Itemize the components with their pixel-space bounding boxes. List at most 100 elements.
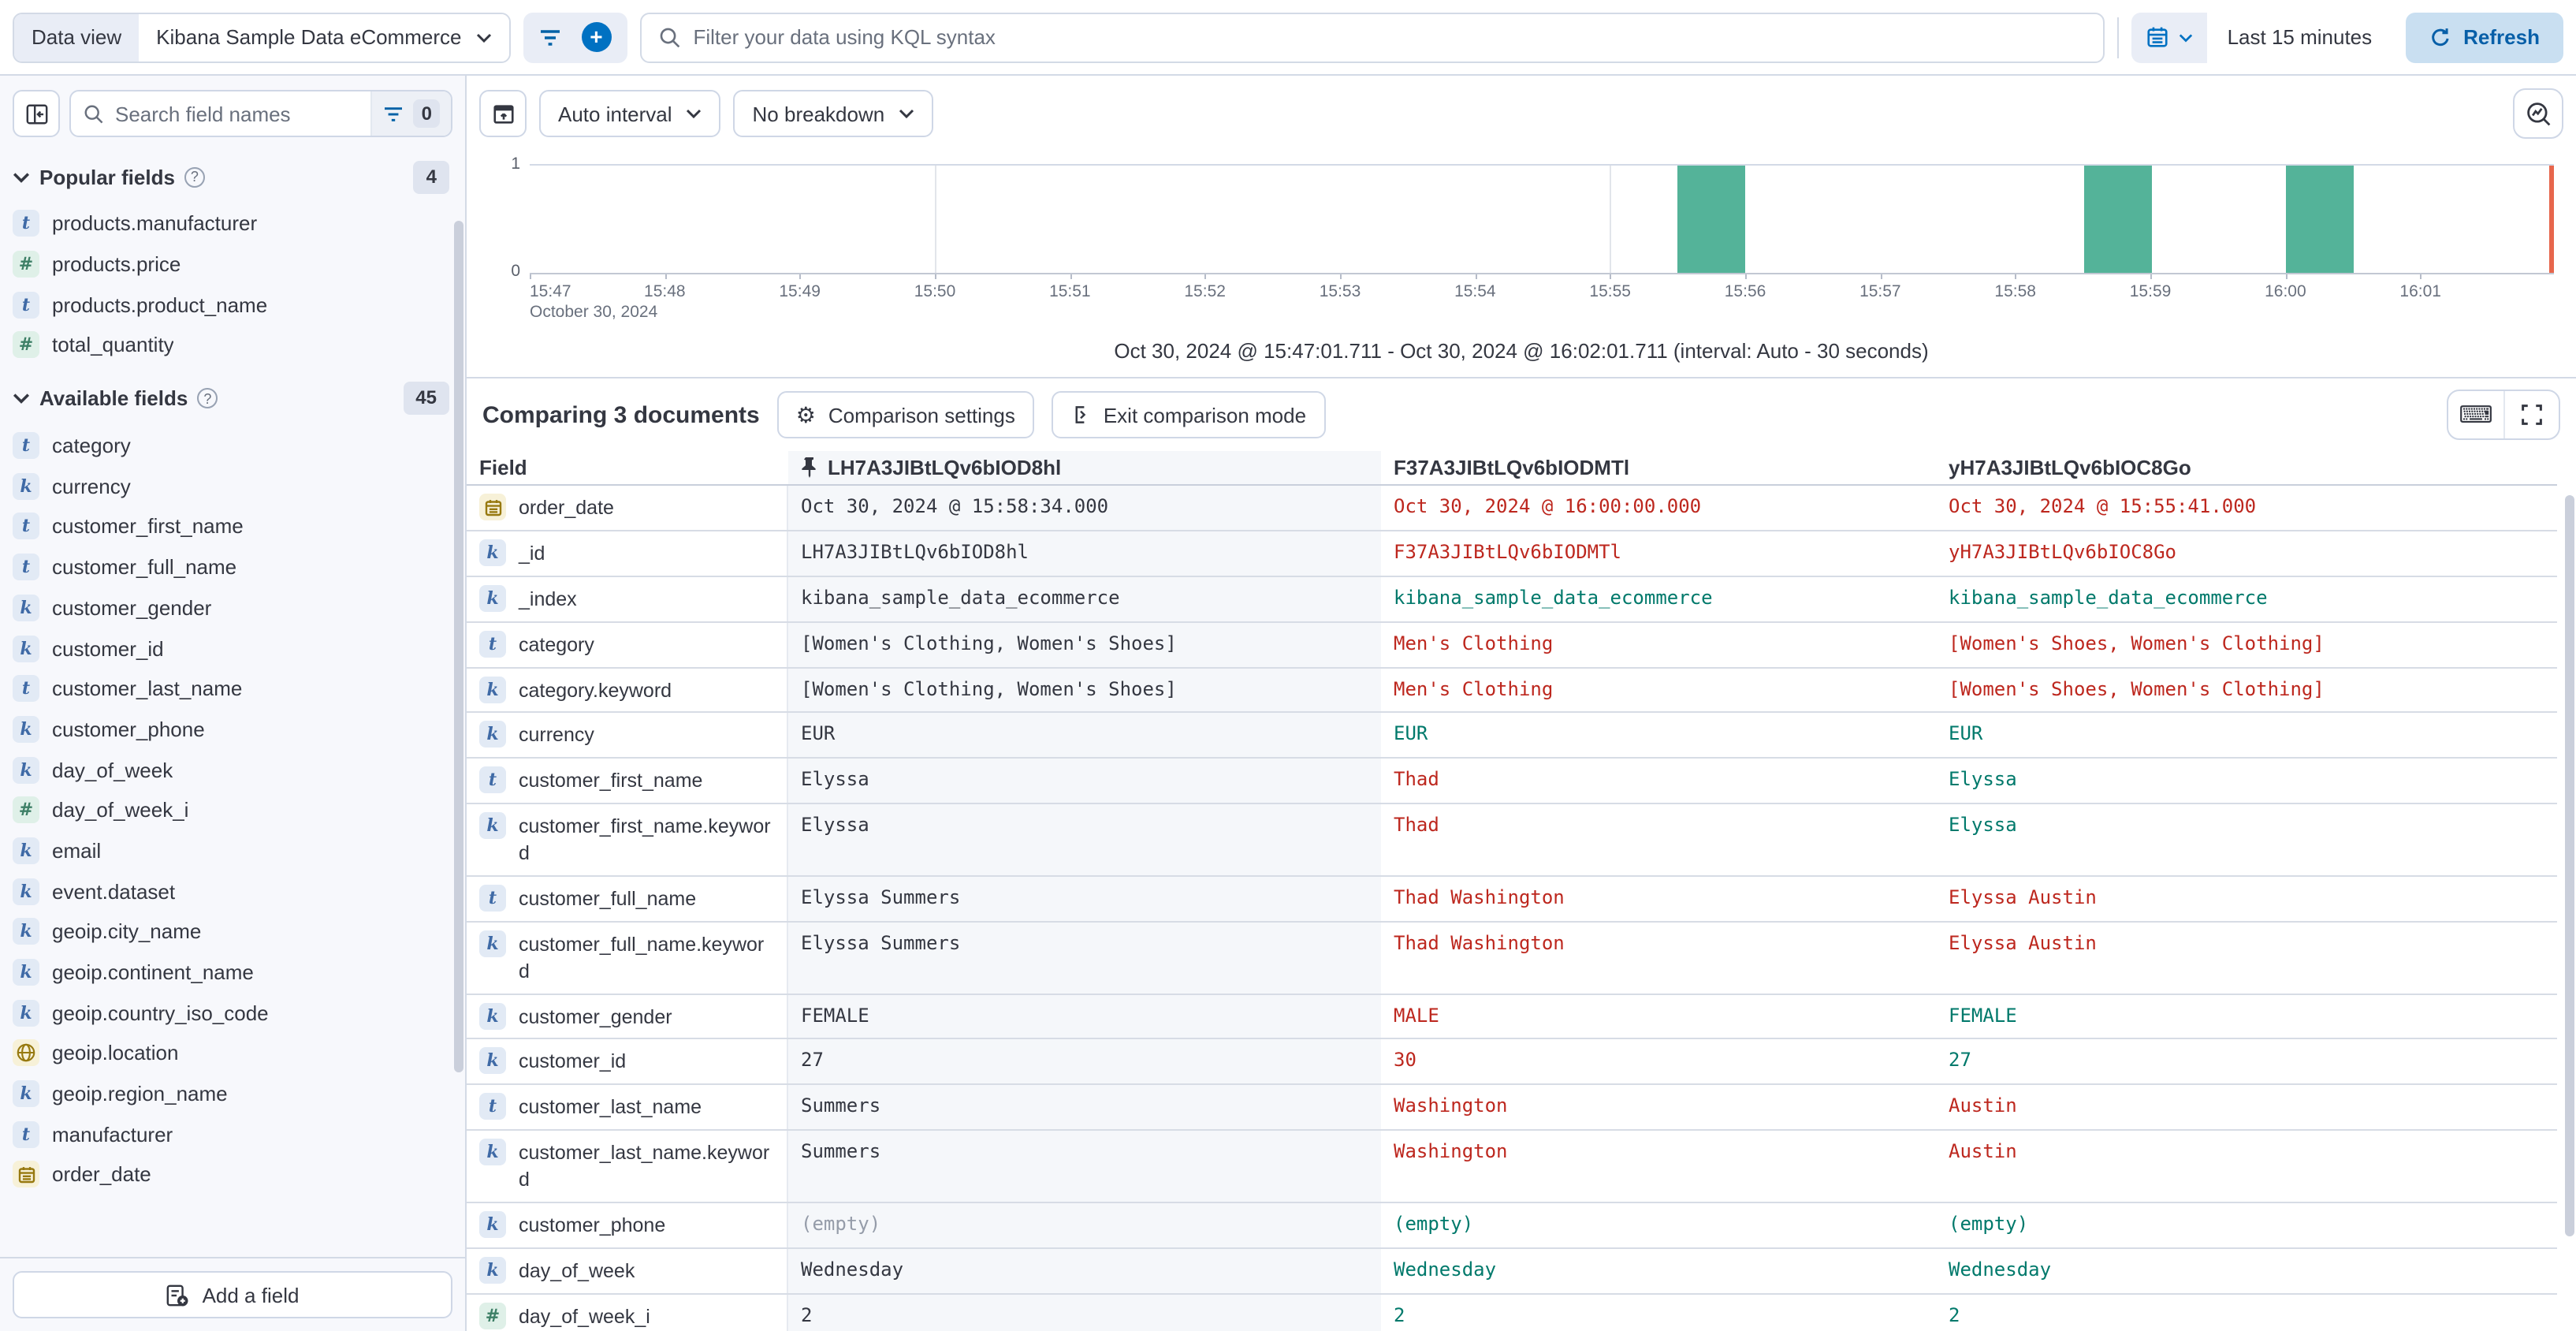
field-item-products.manufacturer[interactable]: t products.manufacturer: [13, 203, 449, 244]
value-cell-base[interactable]: FEMALE: [788, 994, 1381, 1038]
value-cell[interactable]: Thad: [1394, 814, 1439, 837]
value-cell[interactable]: (empty): [1949, 1212, 2029, 1235]
value-cell[interactable]: Men's Clothing: [1394, 677, 1554, 699]
comparison-settings-button[interactable]: ⚙ Comparison settings: [776, 391, 1034, 438]
value-cell[interactable]: Oct 30, 2024 @ 15:55:41.000: [1949, 495, 2257, 517]
value-cell-base[interactable]: Elyssa Summers: [788, 922, 1381, 993]
value-cell[interactable]: Washington: [1394, 1140, 1508, 1163]
field-item-customer_id[interactable]: k customer_id: [13, 628, 449, 668]
value-cell-base[interactable]: Summers: [788, 1085, 1381, 1130]
available-fields-header[interactable]: Available fields ? 45: [13, 380, 449, 418]
field-item-products.product_name[interactable]: t products.product_name: [13, 285, 449, 325]
value-cell-base[interactable]: (empty): [788, 1202, 1381, 1247]
value-cell[interactable]: F37A3JIBtLQv6bIODMTl: [1394, 540, 1621, 563]
value-cell-base[interactable]: Wednesday: [788, 1248, 1381, 1293]
field-item-geoip.country_iso_code[interactable]: k geoip.country_iso_code: [13, 993, 449, 1033]
value-cell-base[interactable]: EUR: [788, 713, 1381, 758]
value-cell-base[interactable]: [Women's Clothing, Women's Shoes]: [788, 668, 1381, 712]
histogram-plot[interactable]: [530, 164, 2554, 274]
table-scrollbar[interactable]: [2565, 495, 2574, 1236]
value-cell-base[interactable]: kibana_sample_data_ecommerce: [788, 576, 1381, 621]
value-cell[interactable]: Elyssa Austin: [1949, 931, 2097, 954]
value-cell[interactable]: [Women's Shoes, Women's Clothing]: [1949, 677, 2325, 699]
filter-icon[interactable]: [538, 28, 560, 47]
value-cell[interactable]: Elyssa: [1949, 768, 2017, 791]
field-item-geoip.region_name[interactable]: k geoip.region_name: [13, 1074, 449, 1114]
value-cell[interactable]: (empty): [1394, 1212, 1474, 1235]
data-view-picker[interactable]: Data view Kibana Sample Data eCommerce: [13, 12, 511, 62]
value-cell-base[interactable]: Elyssa: [788, 759, 1381, 803]
field-item-manufacturer[interactable]: t manufacturer: [13, 1114, 449, 1154]
field-item-day_of_week[interactable]: k day_of_week: [13, 750, 449, 790]
value-cell[interactable]: EUR: [1949, 722, 1983, 745]
value-cell[interactable]: Oct 30, 2024 @ 16:00:00.000: [1394, 495, 1702, 517]
doc-column-header[interactable]: yH7A3JIBtLQv6bIOC8Go: [1949, 456, 2191, 479]
value-cell[interactable]: EUR: [1394, 722, 1428, 745]
field-item-products.price[interactable]: # products.price: [13, 244, 449, 284]
field-filter-button[interactable]: 0: [370, 91, 451, 136]
value-cell[interactable]: yH7A3JIBtLQv6bIOC8Go: [1949, 540, 2176, 563]
field-item-total_quantity[interactable]: # total_quantity: [13, 325, 449, 365]
field-item-currency[interactable]: k currency: [13, 466, 449, 506]
value-cell-base[interactable]: 27: [788, 1039, 1381, 1084]
doc-column-header[interactable]: F37A3JIBtLQv6bIODMTl: [1394, 456, 1630, 479]
hide-chart-button[interactable]: [479, 90, 527, 137]
value-cell[interactable]: Austin: [1949, 1140, 2017, 1163]
value-cell[interactable]: 2: [1394, 1303, 1405, 1326]
value-cell-base[interactable]: 2: [788, 1294, 1381, 1331]
refresh-button[interactable]: Refresh: [2405, 12, 2563, 62]
field-item-geoip.city_name[interactable]: k geoip.city_name: [13, 912, 449, 952]
interval-select[interactable]: Auto interval: [539, 90, 721, 137]
collapse-sidebar-button[interactable]: [13, 90, 60, 137]
sidebar-scrollbar[interactable]: [454, 221, 463, 1072]
value-cell[interactable]: 2: [1949, 1303, 1960, 1326]
breakdown-select[interactable]: No breakdown: [733, 90, 934, 137]
value-cell-base[interactable]: Summers: [788, 1131, 1381, 1202]
value-cell[interactable]: Men's Clothing: [1394, 632, 1554, 654]
field-item-category[interactable]: t category: [13, 426, 449, 466]
value-cell[interactable]: Thad Washington: [1394, 885, 1565, 908]
field-item-email[interactable]: k email: [13, 830, 449, 871]
value-cell[interactable]: kibana_sample_data_ecommerce: [1949, 586, 2268, 609]
value-cell[interactable]: 30: [1394, 1049, 1416, 1072]
field-item-day_of_week_i[interactable]: # day_of_week_i: [13, 790, 449, 830]
value-cell[interactable]: 27: [1949, 1049, 1971, 1072]
data-view-value-button[interactable]: Kibana Sample Data eCommerce: [139, 13, 509, 61]
field-item-customer_full_name[interactable]: t customer_full_name: [13, 547, 449, 587]
time-picker-calendar-button[interactable]: [2131, 12, 2207, 62]
value-cell[interactable]: Elyssa: [1949, 814, 2017, 837]
value-cell[interactable]: MALE: [1394, 1004, 1439, 1026]
value-cell[interactable]: Washington: [1394, 1094, 1508, 1117]
field-item-event.dataset[interactable]: k event.dataset: [13, 871, 449, 912]
popular-fields-header[interactable]: Popular fields ? 4: [13, 158, 449, 196]
field-search-input[interactable]: Search field names: [71, 91, 371, 136]
field-item-geoip.continent_name[interactable]: k geoip.continent_name: [13, 952, 449, 992]
value-cell[interactable]: Wednesday: [1394, 1258, 1497, 1281]
value-cell[interactable]: Elyssa Austin: [1949, 885, 2097, 908]
field-item-customer_first_name[interactable]: t customer_first_name: [13, 506, 449, 546]
value-cell[interactable]: [Women's Shoes, Women's Clothing]: [1949, 632, 2325, 654]
value-cell-base[interactable]: Elyssa Summers: [788, 876, 1381, 921]
time-range-value[interactable]: Last 15 minutes: [2206, 12, 2393, 62]
doc-column-header-pinned[interactable]: LH7A3JIBtLQv6bIOD8hl: [788, 451, 1381, 484]
value-cell[interactable]: FEMALE: [1949, 1004, 2017, 1026]
value-cell[interactable]: Thad: [1394, 768, 1439, 791]
add-filter-button[interactable]: +: [581, 22, 612, 52]
value-cell-base[interactable]: LH7A3JIBtLQv6bIOD8hl: [788, 531, 1381, 576]
value-cell[interactable]: kibana_sample_data_ecommerce: [1394, 586, 1713, 609]
field-item-customer_last_name[interactable]: t customer_last_name: [13, 669, 449, 709]
value-cell[interactable]: Austin: [1949, 1094, 2017, 1117]
value-cell-base[interactable]: Oct 30, 2024 @ 15:58:34.000: [788, 486, 1381, 530]
exit-comparison-button[interactable]: Exit comparison mode: [1051, 391, 1326, 438]
kql-search-input[interactable]: Filter your data using KQL syntax: [639, 12, 2105, 62]
field-item-customer_gender[interactable]: k customer_gender: [13, 587, 449, 628]
field-item-customer_phone[interactable]: k customer_phone: [13, 709, 449, 749]
fullscreen-button[interactable]: [2503, 391, 2559, 438]
field-item-geoip.location[interactable]: geoip.location: [13, 1033, 449, 1073]
value-cell-base[interactable]: Elyssa: [788, 804, 1381, 875]
keyboard-shortcuts-button[interactable]: ⌨: [2448, 391, 2503, 438]
add-field-button[interactable]: Add a field: [13, 1271, 452, 1318]
value-cell[interactable]: Wednesday: [1949, 1258, 2052, 1281]
value-cell-base[interactable]: [Women's Clothing, Women's Shoes]: [788, 622, 1381, 666]
value-cell[interactable]: Thad Washington: [1394, 931, 1565, 954]
